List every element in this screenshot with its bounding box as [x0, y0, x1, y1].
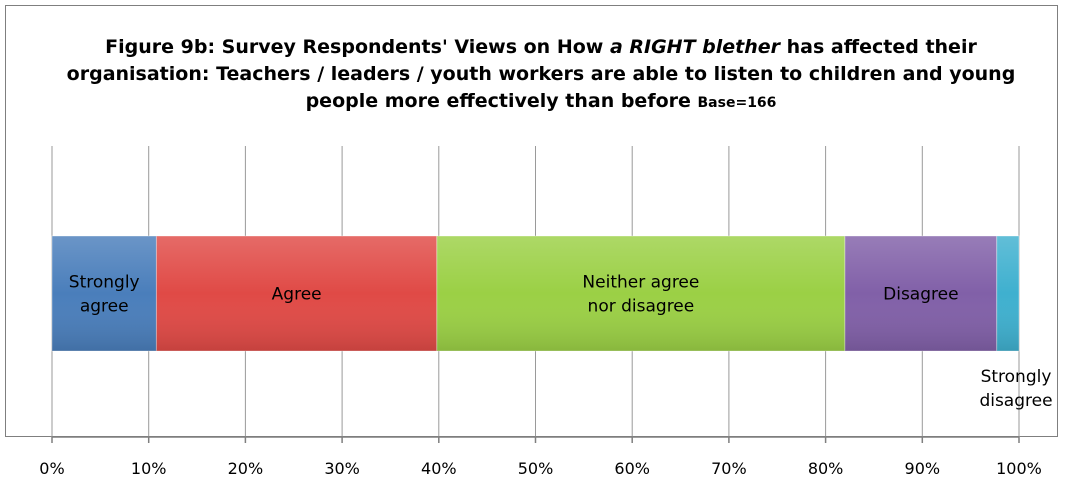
chart-title-part: Figure 9b: Survey Respondents' Views on … [105, 36, 610, 58]
segment-label: agree [80, 297, 129, 317]
bar-segment-shade [996, 236, 1019, 351]
segment-label: Strongly [981, 367, 1052, 387]
chart-frame: Figure 9b: Survey Respondents' Views on … [5, 5, 1058, 437]
x-tick-label: 40% [421, 459, 457, 478]
chart-title-part: Base=166 [697, 95, 777, 111]
bar-segment-shade [436, 236, 845, 351]
x-tick-label: 10% [131, 459, 167, 478]
segment-label: Strongly [69, 273, 140, 293]
x-tick-label: 60% [614, 459, 650, 478]
x-tick-label: 50% [518, 459, 554, 478]
x-tick-label: 100% [996, 459, 1042, 478]
chart-title-part: has affected their organisation: Teacher… [66, 36, 1016, 112]
x-tick-label: 0% [39, 459, 64, 478]
bar-segment-shade [156, 236, 437, 351]
x-tick-label: 90% [905, 459, 941, 478]
segment-label: disagree [979, 391, 1052, 411]
segment-label: Agree [272, 285, 322, 305]
x-tick-label: 20% [228, 459, 264, 478]
segment-label: Disagree [883, 285, 958, 305]
bar-segment-shade [844, 236, 997, 351]
x-tick-label: 30% [324, 459, 360, 478]
x-tick-label: 80% [808, 459, 844, 478]
bar-segment-shade [52, 236, 157, 351]
x-tick-label: 70% [711, 459, 747, 478]
chart-title: Figure 9b: Survey Respondents' Views on … [36, 34, 1046, 117]
segment-label: nor disagree [588, 297, 695, 317]
chart-title-part: a RIGHT blether [609, 36, 781, 58]
segment-label: Neither agree [582, 273, 699, 293]
